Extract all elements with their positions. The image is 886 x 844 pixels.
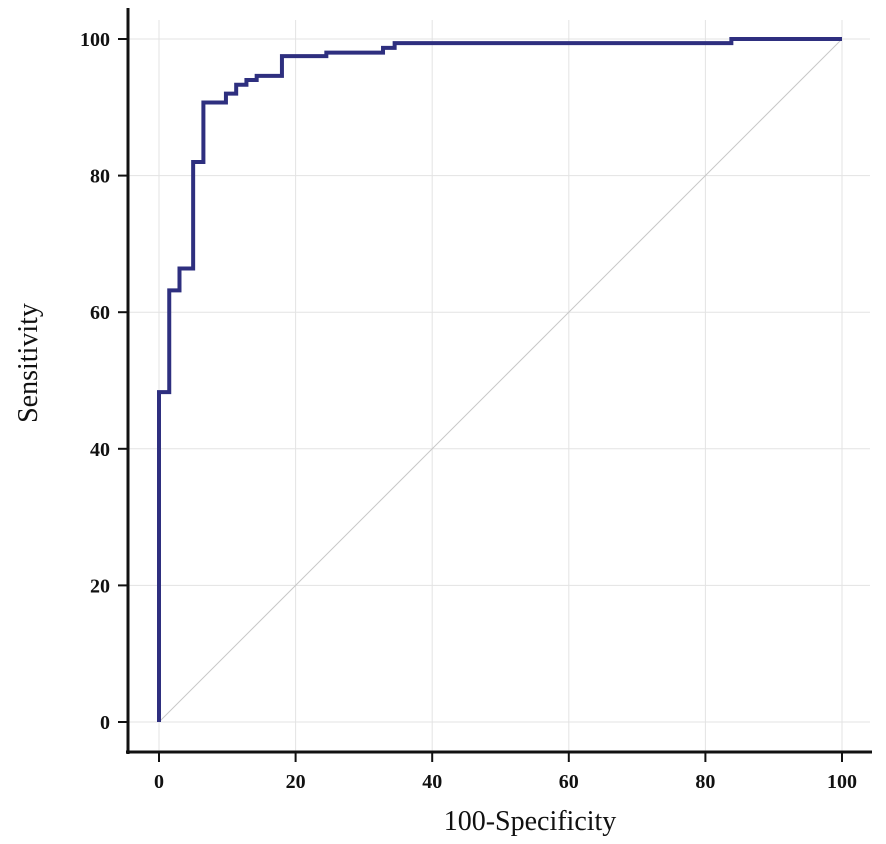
x-tick-label: 60: [559, 771, 579, 793]
x-tick-label: 100: [827, 771, 857, 793]
roc-curve-line: [157, 37, 842, 722]
y-tick-label: 40: [90, 439, 110, 461]
y-tick-label: 20: [90, 575, 110, 597]
x-axis-ticks: 0 20 40 60 80 100: [154, 752, 857, 793]
y-tick-label: 60: [90, 302, 110, 324]
x-tick-label: 20: [286, 771, 306, 793]
x-tick-label: 80: [695, 771, 715, 793]
reference-diagonal-line: [158, 38, 843, 723]
y-tick-label: 0: [100, 712, 110, 734]
y-tick-label: 80: [90, 166, 110, 188]
grid-lines: [128, 20, 870, 752]
y-tick-label: 100: [80, 29, 110, 51]
y-axis-ticks: 0 20 40 60 80 100: [80, 29, 128, 734]
x-tick-label: 0: [154, 771, 164, 793]
x-axis-title: 100-Specificity: [444, 806, 617, 837]
axes: [126, 8, 872, 754]
y-axis-title: Sensitivity: [13, 303, 44, 423]
x-tick-label: 40: [422, 771, 442, 793]
